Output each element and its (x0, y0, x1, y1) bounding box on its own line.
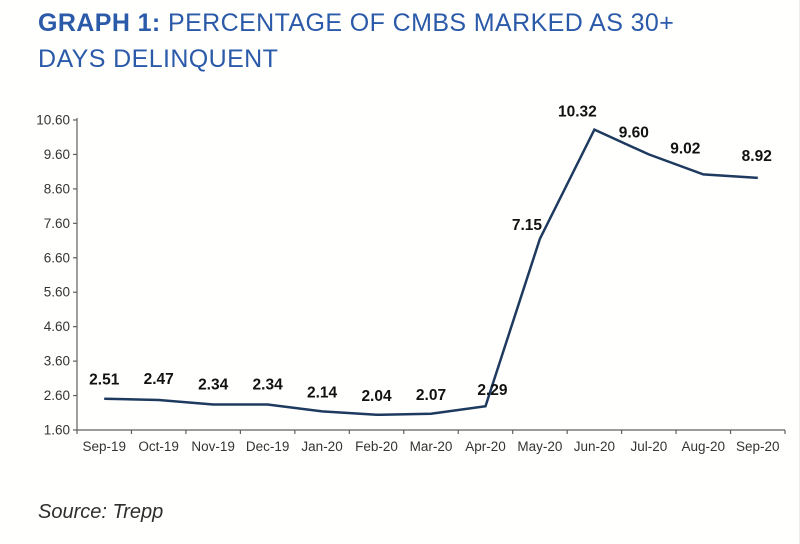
data-point-label: 2.04 (361, 388, 392, 405)
x-axis-category-label: Jan-20 (301, 439, 342, 454)
data-point-label: 2.51 (89, 372, 120, 389)
chart-title-text: PERCENTAGE OF CMBS MARKED AS 30+ DAYS DE… (38, 9, 675, 73)
x-axis-category-label: Dec-19 (246, 439, 290, 454)
data-point-label: 2.29 (477, 382, 508, 399)
x-axis-category-label: Jul-20 (630, 439, 667, 454)
data-point-label: 2.07 (416, 387, 446, 404)
y-axis-tick-label: 3.60 (44, 354, 70, 369)
y-axis-tick-label: 5.60 (44, 285, 70, 300)
x-axis-category-label: Mar-20 (410, 439, 453, 454)
data-point-label: 7.15 (512, 217, 543, 234)
x-axis-category-label: Sep-20 (736, 439, 780, 454)
y-axis-tick-label: 1.60 (44, 423, 70, 438)
chart-title: GRAPH 1: PERCENTAGE OF CMBS MARKED AS 30… (38, 5, 738, 77)
data-point-label: 2.47 (144, 371, 174, 388)
data-point-label: 10.32 (558, 104, 597, 121)
y-axis-tick-label: 8.60 (44, 181, 70, 196)
data-point-label: 8.92 (742, 148, 772, 165)
delinquency-series-line (104, 127, 758, 417)
data-point-label: 2.14 (307, 384, 338, 401)
x-axis-category-label: Oct-19 (138, 439, 179, 454)
data-point-label: 2.34 (198, 377, 229, 394)
y-axis-tick-label: 4.60 (44, 319, 70, 334)
y-axis-tick-label: 10.60 (36, 113, 70, 128)
y-axis-tick-label: 6.60 (44, 250, 70, 265)
x-axis-category-label: Aug-20 (682, 439, 726, 454)
data-point-label: 2.34 (253, 377, 284, 394)
data-point-label: 9.60 (619, 124, 649, 141)
y-axis-tick-label: 2.60 (44, 388, 70, 403)
chart-title-prefix: GRAPH 1: (38, 9, 161, 37)
y-axis-tick-label: 7.60 (44, 216, 70, 231)
data-point-label: 9.02 (670, 140, 700, 157)
x-axis-category-label: Feb-20 (355, 439, 398, 454)
y-axis-tick-label: 9.60 (44, 147, 70, 162)
x-axis-category-label: Apr-20 (465, 439, 506, 454)
x-axis-category-label: Sep-19 (82, 439, 126, 454)
x-axis-category-label: Nov-19 (191, 439, 235, 454)
x-axis-category-label: Jun-20 (574, 439, 615, 454)
source-note: Source: Trepp (38, 501, 164, 523)
x-axis-category-label: May-20 (517, 439, 562, 454)
